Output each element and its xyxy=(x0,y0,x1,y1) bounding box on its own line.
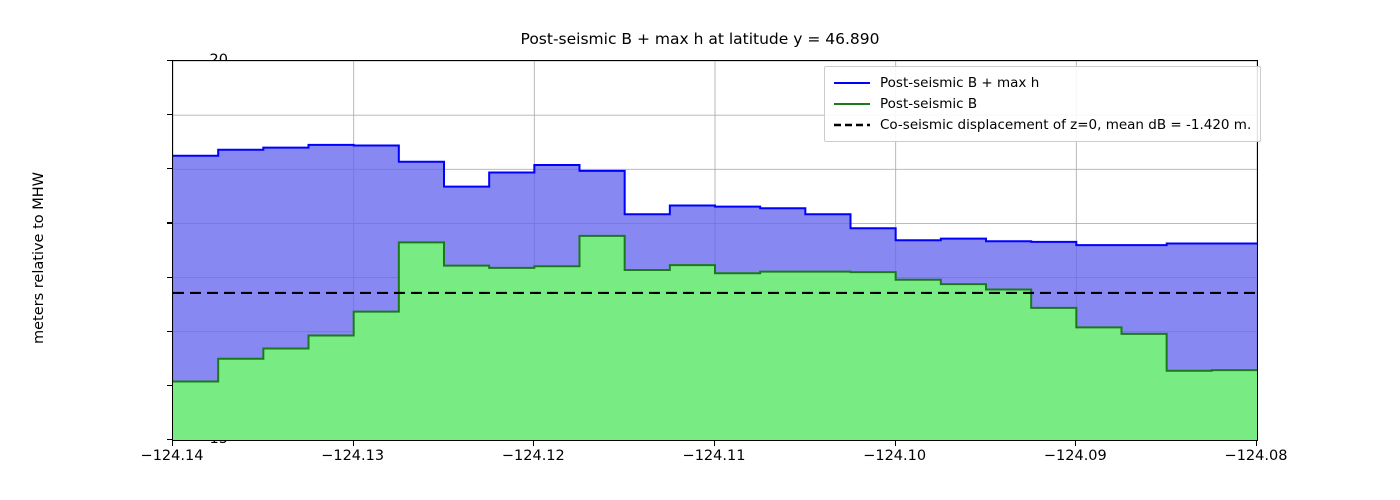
x-tick-mark xyxy=(1256,441,1258,446)
x-tick-mark xyxy=(533,441,535,446)
legend-swatch-icon xyxy=(834,119,870,131)
y-tick-mark xyxy=(167,384,172,386)
y-axis-label: meters relative to MHW xyxy=(31,172,47,344)
series-layer xyxy=(173,143,1257,440)
y-tick-mark xyxy=(167,60,172,62)
x-tick-mark xyxy=(894,441,896,446)
legend-item[interactable]: Post-seismic B xyxy=(834,93,1251,114)
legend-item[interactable]: Post-seismic B + max h xyxy=(834,72,1251,93)
y-tick-mark xyxy=(167,222,172,224)
legend-item-label: Post-seismic B + max h xyxy=(880,74,1040,91)
legend-item-label: Post-seismic B xyxy=(880,95,978,112)
chart-legend[interactable]: Post-seismic B + max h Post-seismic B Co-s… xyxy=(824,66,1262,142)
y-tick-mark xyxy=(167,276,172,278)
x-tick-mark xyxy=(172,441,174,446)
legend-line xyxy=(834,102,870,105)
legend-line xyxy=(834,81,870,84)
legend-swatch-icon xyxy=(834,98,870,110)
x-tick-label: −124.08 xyxy=(1224,448,1288,464)
x-tick-label: −124.11 xyxy=(682,448,746,464)
plot-svg xyxy=(173,61,1257,440)
y-tick-mark xyxy=(167,168,172,170)
x-tick-label: −124.12 xyxy=(501,448,565,464)
x-tick-label: −124.13 xyxy=(321,448,385,464)
y-tick-mark xyxy=(167,330,172,332)
x-tick-mark xyxy=(352,441,354,446)
legend-item[interactable]: Co-seismic displacement of z=0, mean dB … xyxy=(834,114,1251,135)
x-tick-mark xyxy=(714,441,716,446)
x-tick-label: −124.09 xyxy=(1043,448,1107,464)
chart-title: Post-seismic B + max h at latitude y = 4… xyxy=(520,30,880,48)
legend-item-label: Co-seismic displacement of z=0, mean dB … xyxy=(880,116,1252,133)
y-tick-mark xyxy=(167,439,172,441)
y-tick-mark xyxy=(167,114,172,116)
x-tick-label: −124.14 xyxy=(140,448,204,464)
x-tick-label: −124.10 xyxy=(863,448,927,464)
legend-swatch-icon xyxy=(834,77,870,89)
x-tick-mark xyxy=(1075,441,1077,446)
